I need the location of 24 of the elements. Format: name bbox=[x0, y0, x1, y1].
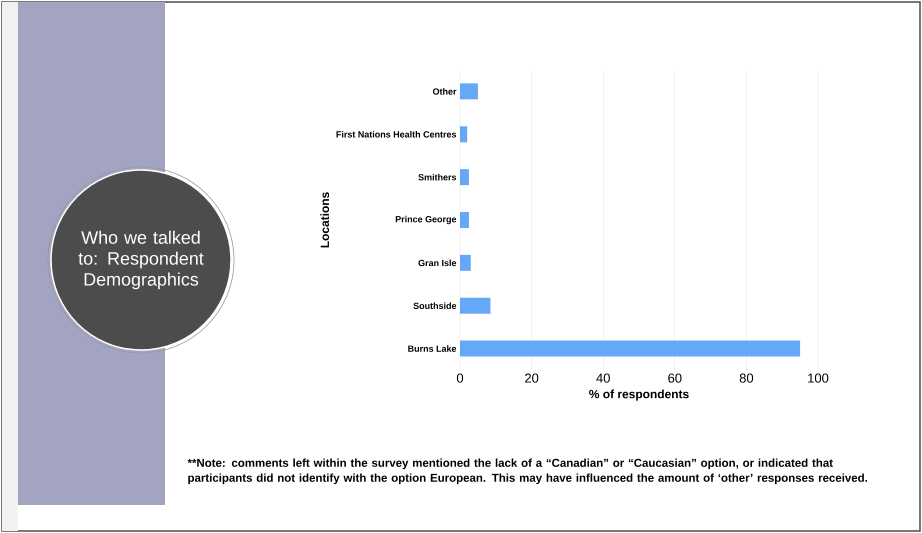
y-tick-label: Prince George bbox=[396, 216, 456, 224]
bar bbox=[460, 83, 478, 100]
y-tick-label: Smithers bbox=[418, 174, 456, 180]
bar bbox=[460, 212, 469, 228]
x-tick-label: 20 bbox=[525, 374, 538, 383]
bar bbox=[460, 298, 490, 314]
x-axis-title: % of respondents bbox=[589, 390, 689, 401]
x-tick-label: 60 bbox=[668, 374, 682, 383]
text: **Note: comments left within the survey mentioned the lack of a “Canadian” or “Caucasian” option, or indicated that participants did not identify with the option European. This may have influenced the amount of ‘other’ responses received. bbox=[188, 458, 868, 484]
bar bbox=[460, 254, 471, 271]
x-tick-label: 40 bbox=[596, 374, 610, 383]
text: Who we talked to: Respondent Demographics bbox=[78, 230, 204, 290]
y-tick-label: Burns Lake bbox=[408, 345, 456, 352]
x-tick-label: 0 bbox=[456, 374, 464, 383]
y-tick-label: Southside bbox=[413, 302, 456, 309]
bar bbox=[460, 126, 468, 142]
y-tick-label: Gran Isle bbox=[418, 260, 456, 266]
y-tick-label: First Nations Health Centres bbox=[336, 130, 456, 138]
y-tick-label: Other bbox=[432, 88, 456, 95]
bar bbox=[460, 340, 800, 357]
y-axis-title: Locations bbox=[320, 192, 330, 248]
x-tick-label: 100 bbox=[808, 374, 828, 383]
x-tick-label: 80 bbox=[740, 374, 754, 383]
bar bbox=[460, 169, 469, 186]
